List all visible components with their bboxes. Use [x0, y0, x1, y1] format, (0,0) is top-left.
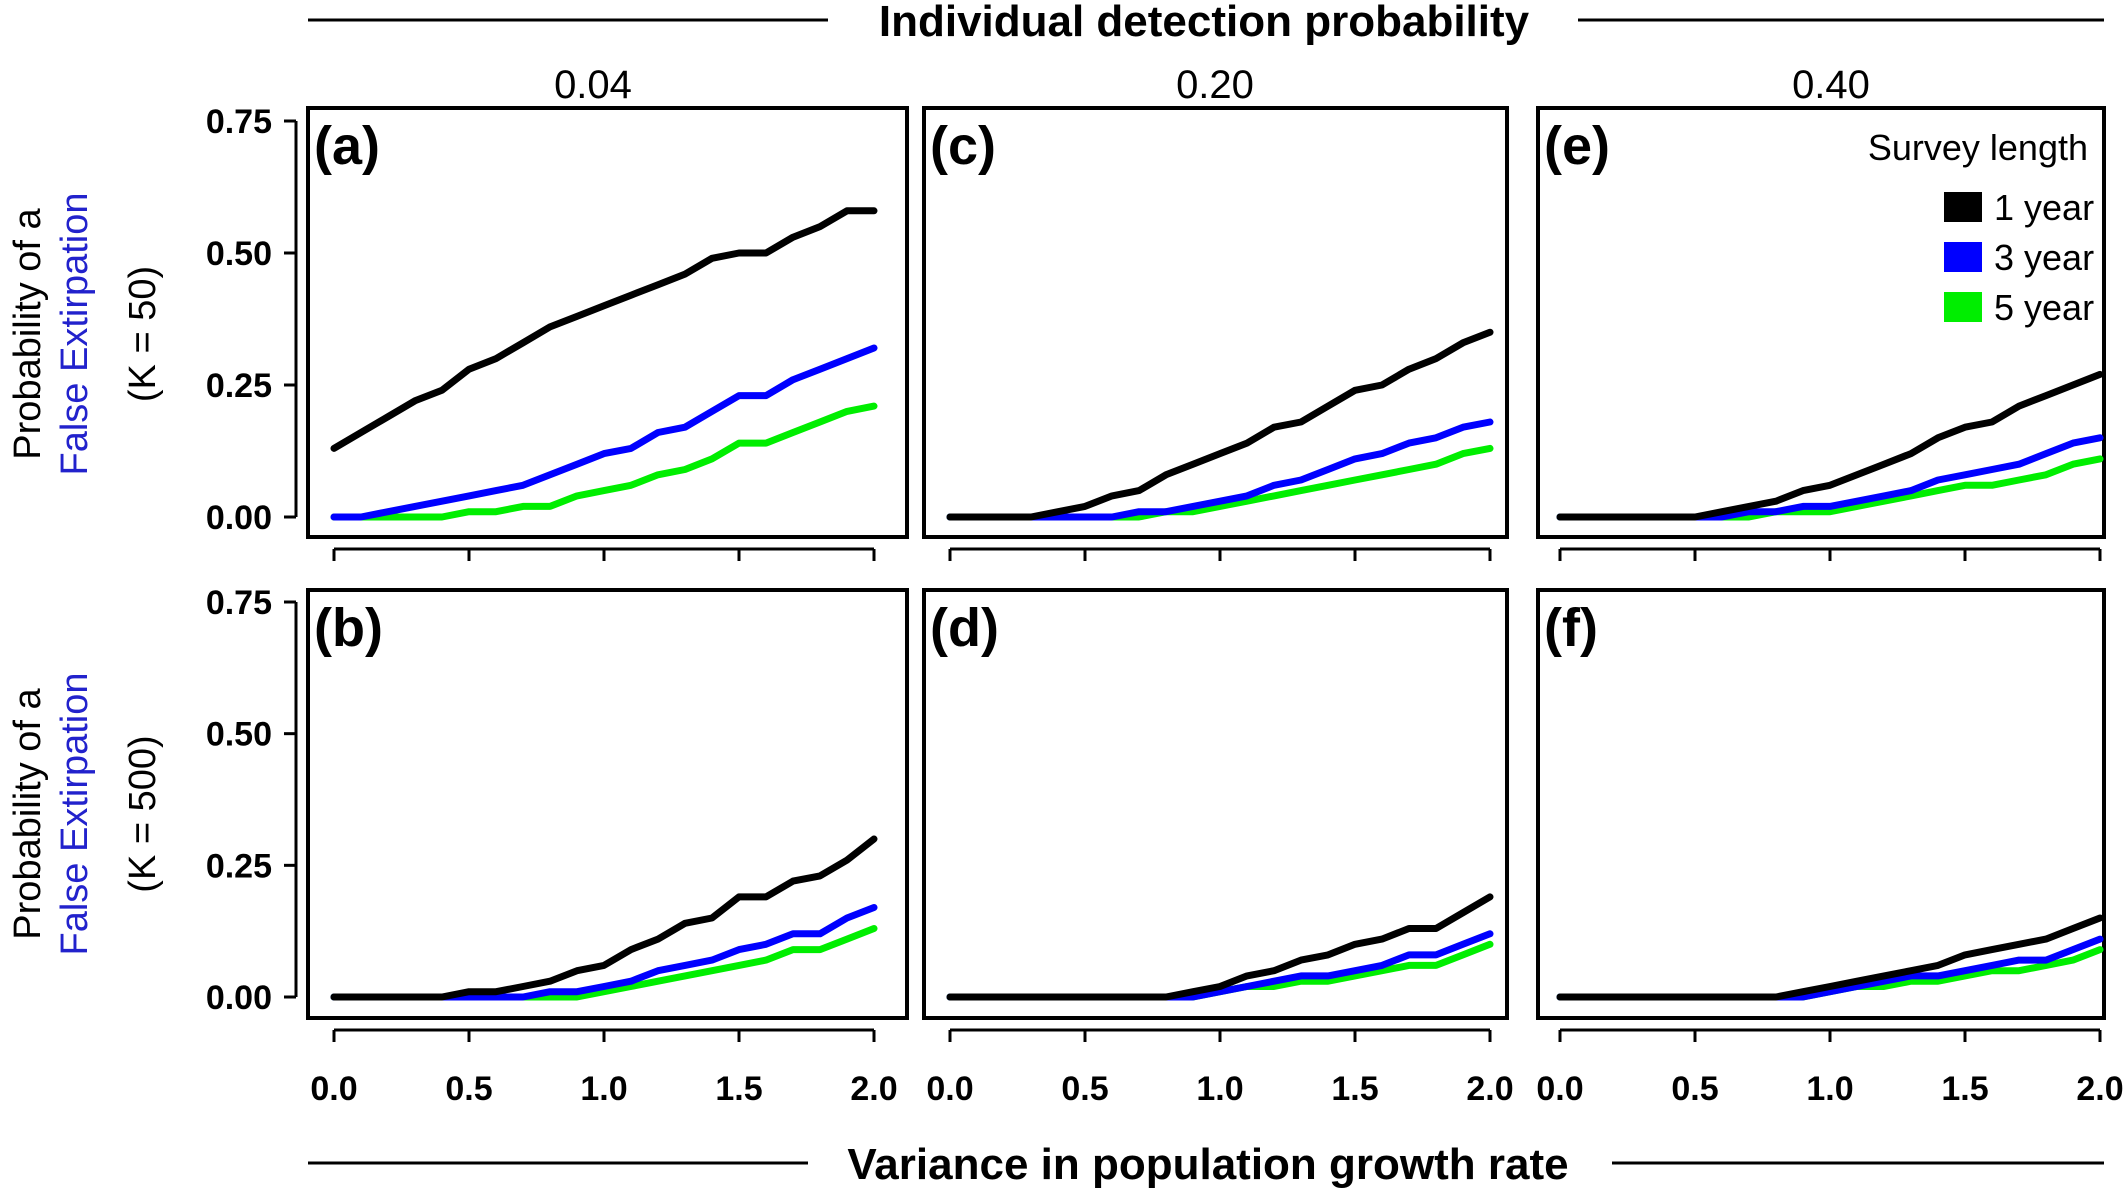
footer-xlabel: Variance in population growth rate — [847, 1140, 1568, 1188]
legend-title: Survey length — [1868, 127, 2088, 168]
x-tick-label: 1.0 — [1196, 1070, 1243, 1108]
row-label-k500-line1: Probability of a — [7, 687, 49, 939]
panel-label: (b) — [314, 598, 383, 658]
panel-c: (c) — [922, 106, 1509, 561]
row-label-k500-line2: False Extirpation — [54, 672, 96, 955]
panel-frame — [922, 588, 1509, 1020]
panel-d: (d) 0.0 0.5 1.0 1.5 2.0 — [922, 588, 1514, 1108]
y-tick-label: 0.50 — [206, 235, 272, 273]
row-label-k50-line1: Probability of a — [7, 207, 49, 459]
column-header-1: 0.20 — [1176, 63, 1254, 107]
legend-label-3-year: 3 year — [1994, 237, 2094, 278]
x-tick-label: 2.0 — [1466, 1070, 1513, 1108]
legend-label-5-year: 5 year — [1994, 287, 2094, 328]
panel-frame — [306, 588, 909, 1020]
column-header-0: 0.04 — [554, 63, 632, 107]
row-label-k50-line2: False Extirpation — [54, 192, 96, 475]
panel-frame — [306, 106, 909, 539]
legend-swatch-1-year — [1944, 192, 1982, 222]
row-label-k50-line3: (K = 50) — [122, 266, 164, 402]
series-line-1-year — [1556, 370, 2104, 521]
panel-label: (e) — [1544, 116, 1610, 176]
x-tick-label: 0.0 — [1536, 1070, 1583, 1108]
row-label-k500-line3: (K = 500) — [122, 735, 164, 892]
x-tick-label: 1.5 — [1331, 1070, 1378, 1108]
row-label-k500: Probability of a False Extirpation (K = … — [7, 672, 164, 955]
series-line-1-year — [946, 893, 1494, 1001]
x-tick-label: 1.0 — [580, 1070, 627, 1108]
row-label-k50: Probability of a False Extirpation (K = … — [7, 192, 164, 475]
x-tick-label: 1.5 — [715, 1070, 762, 1108]
panel-label: (f) — [1544, 598, 1598, 658]
series-line-5-year — [330, 402, 878, 521]
series-line-3-year — [330, 344, 878, 521]
panel-label: (c) — [930, 116, 996, 176]
y-tick-label: 0.00 — [206, 979, 272, 1017]
series-line-1-year — [330, 835, 878, 1001]
panel-grid: (a) 0.00 0.25 0.50 0.75 (b) 0.0 0.5 1.0 1.5 2.0 0.0… — [206, 103, 2124, 1108]
panel-label: (d) — [930, 598, 999, 658]
x-tick-label: 0.0 — [926, 1070, 973, 1108]
y-tick-label: 0.25 — [206, 367, 272, 405]
panel-f: (f) 0.0 0.5 1.0 1.5 2.0 — [1536, 588, 2124, 1108]
y-tick-label: 0.25 — [206, 847, 272, 885]
panel-b: (b) 0.0 0.5 1.0 1.5 2.0 0.00 0.25 0.50 0.75 — [206, 584, 909, 1108]
legend-swatch-3-year — [1944, 242, 1982, 272]
x-tick-label: 2.0 — [850, 1070, 897, 1108]
panel-frame — [922, 106, 1509, 539]
legend-label-1-year: 1 year — [1994, 187, 2094, 228]
panel-e: (e) — [1536, 106, 2106, 561]
x-tick-label: 2.0 — [2076, 1070, 2123, 1108]
legend-swatch-5-year — [1944, 292, 1982, 322]
header-title: Individual detection probability — [879, 0, 1530, 46]
panel-frame — [1536, 106, 2106, 539]
x-tick-label: 0.5 — [1061, 1070, 1108, 1108]
x-tick-label: 0.5 — [1671, 1070, 1718, 1108]
panel-frame — [1536, 588, 2106, 1020]
series-line-1-year — [1556, 914, 2104, 1001]
series-line-1-year — [946, 328, 1494, 521]
panel-label: (a) — [314, 116, 380, 176]
x-tick-label: 1.5 — [1941, 1070, 1988, 1108]
y-tick-label: 0.75 — [206, 103, 272, 141]
y-tick-label: 0.50 — [206, 716, 272, 754]
series-line-5-year — [946, 444, 1494, 521]
series-line-1-year — [330, 207, 878, 452]
column-header-2: 0.40 — [1792, 63, 1870, 107]
y-tick-label: 0.00 — [206, 499, 272, 537]
y-tick-label: 0.75 — [206, 584, 272, 622]
x-tick-label: 1.0 — [1806, 1070, 1853, 1108]
legend: Survey length 1 year 3 year 5 year — [1868, 127, 2094, 328]
x-tick-label: 0.0 — [310, 1070, 357, 1108]
panel-a: (a) 0.00 0.25 0.50 0.75 — [206, 103, 909, 561]
x-tick-label: 0.5 — [445, 1070, 492, 1108]
